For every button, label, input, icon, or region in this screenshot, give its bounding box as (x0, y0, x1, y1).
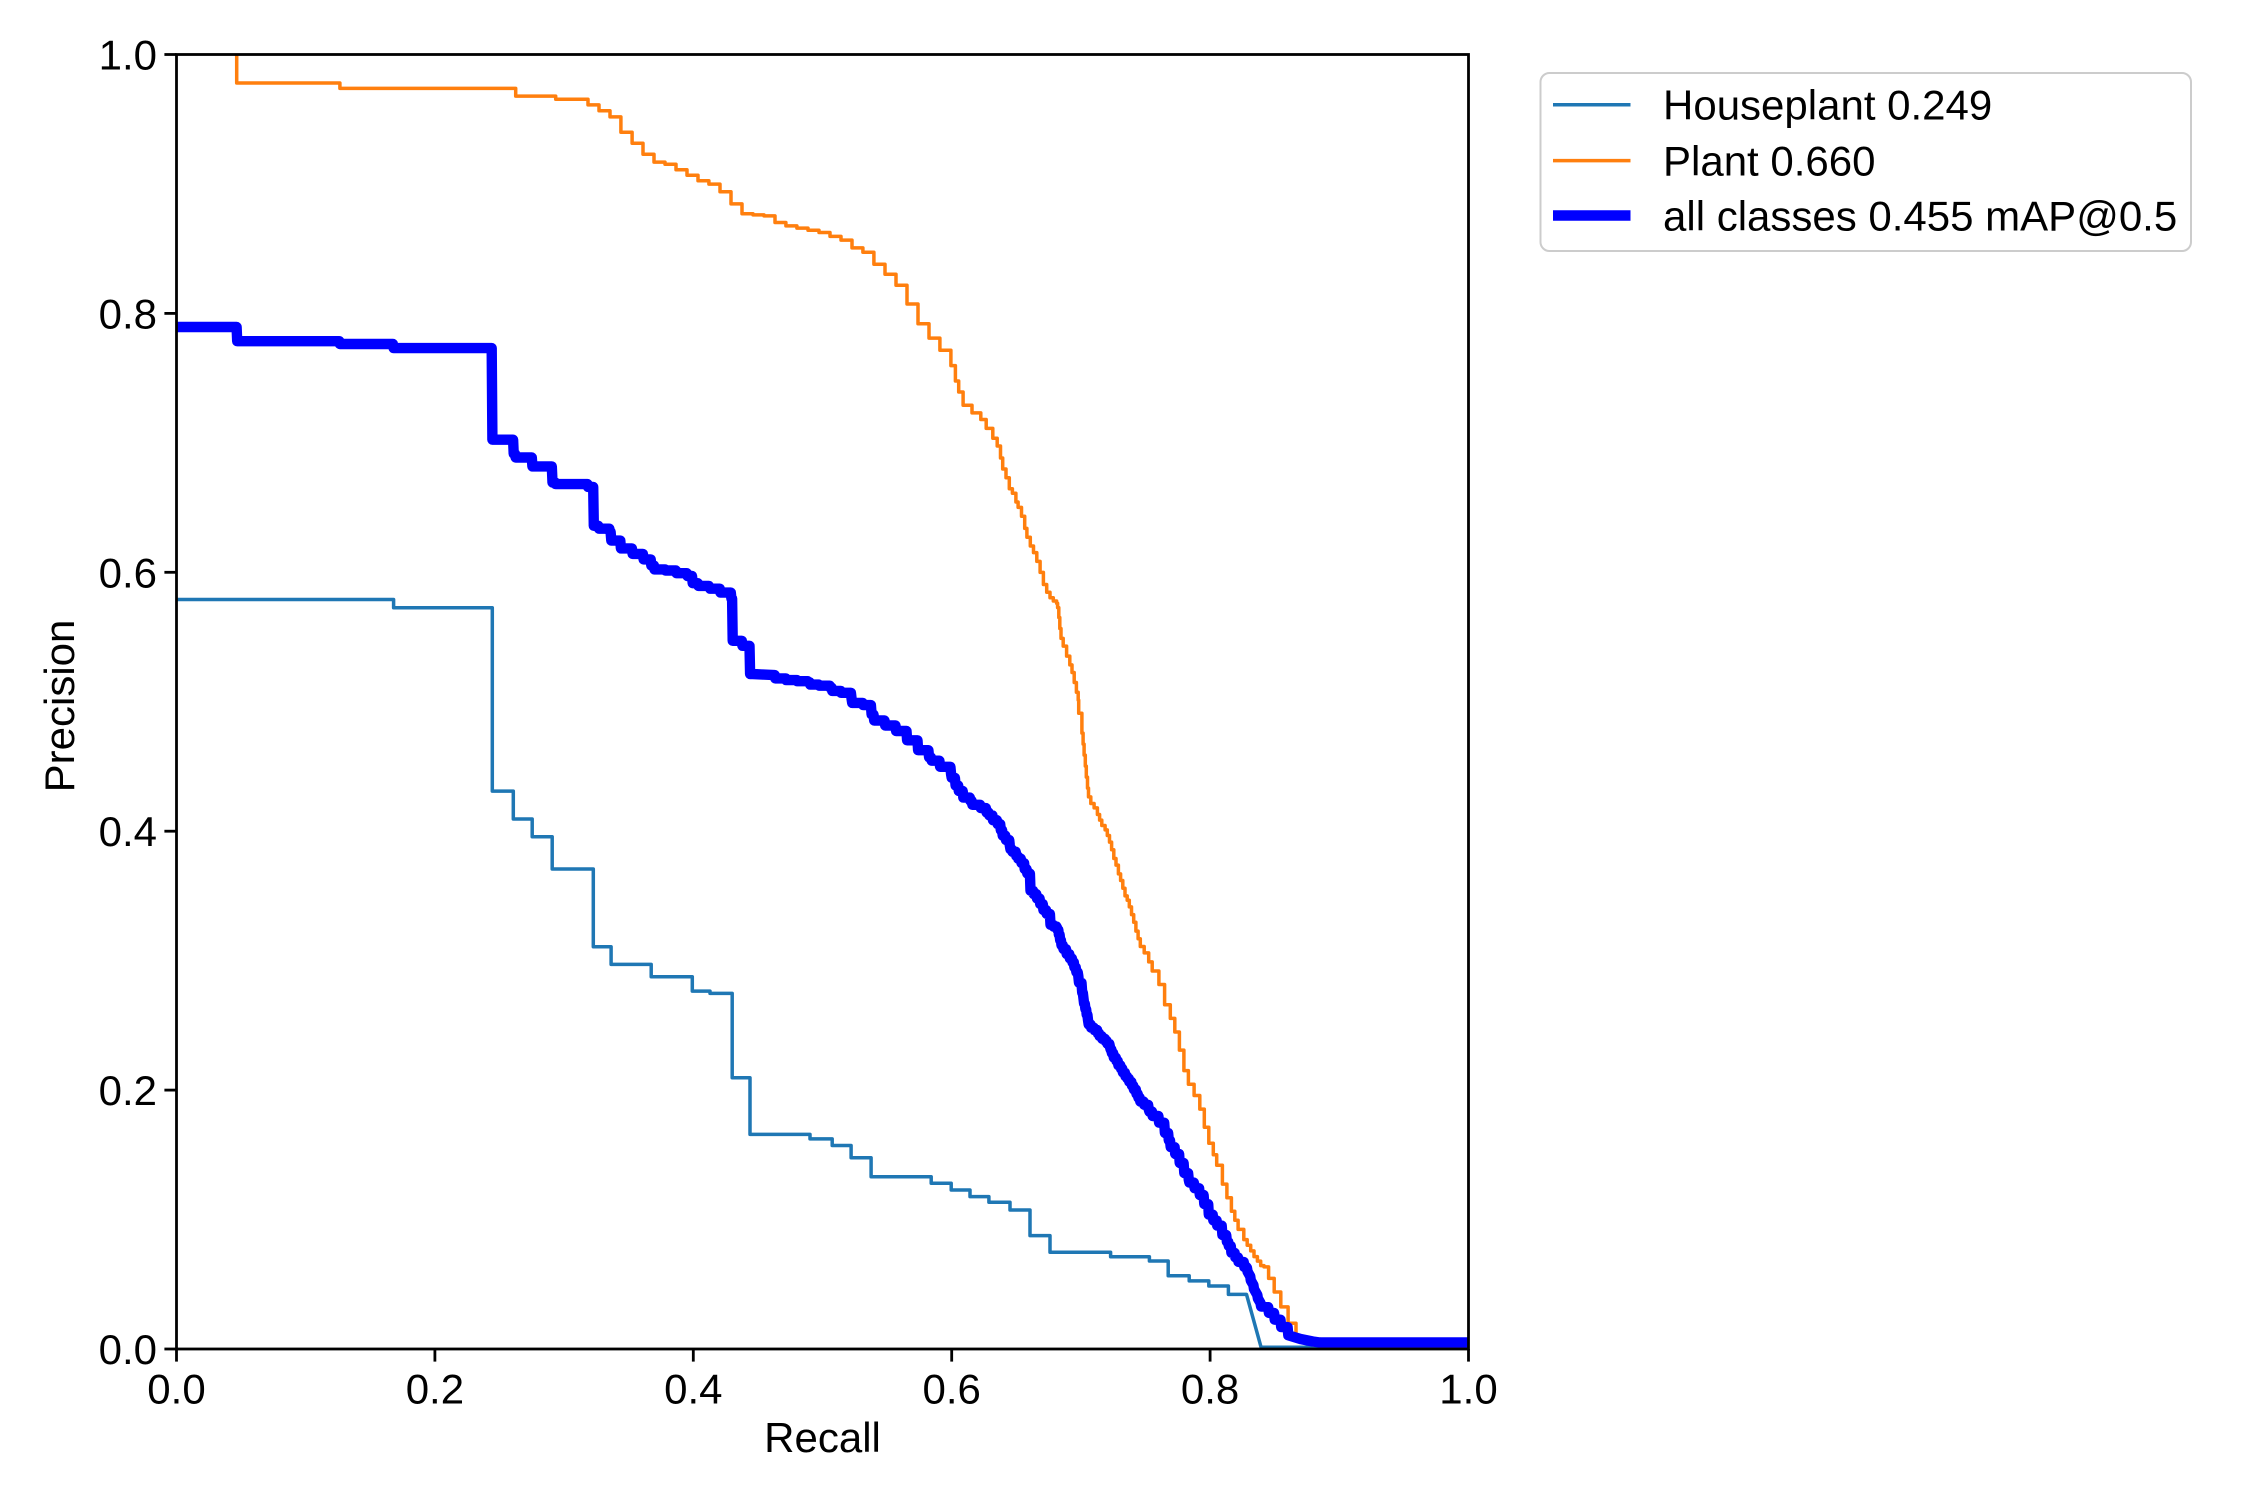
svg-text:0.0: 0.0 (147, 1366, 205, 1413)
svg-text:0.8: 0.8 (1181, 1366, 1239, 1413)
svg-text:0.4: 0.4 (99, 808, 157, 855)
svg-text:Recall: Recall (764, 1414, 881, 1461)
svg-text:0.2: 0.2 (406, 1366, 464, 1413)
svg-text:Houseplant 0.249: Houseplant 0.249 (1663, 82, 1992, 129)
svg-text:1.0: 1.0 (1439, 1366, 1497, 1413)
svg-text:0.6: 0.6 (99, 549, 157, 596)
svg-text:1.0: 1.0 (99, 32, 157, 79)
svg-text:0.0: 0.0 (99, 1326, 157, 1373)
svg-text:Precision: Precision (36, 620, 83, 793)
svg-text:all classes 0.455 mAP@0.5: all classes 0.455 mAP@0.5 (1663, 193, 2177, 240)
svg-text:0.6: 0.6 (923, 1366, 981, 1413)
svg-text:Plant 0.660: Plant 0.660 (1663, 138, 1876, 185)
svg-text:0.4: 0.4 (664, 1366, 722, 1413)
svg-text:0.8: 0.8 (99, 290, 157, 337)
svg-text:0.2: 0.2 (99, 1067, 157, 1114)
